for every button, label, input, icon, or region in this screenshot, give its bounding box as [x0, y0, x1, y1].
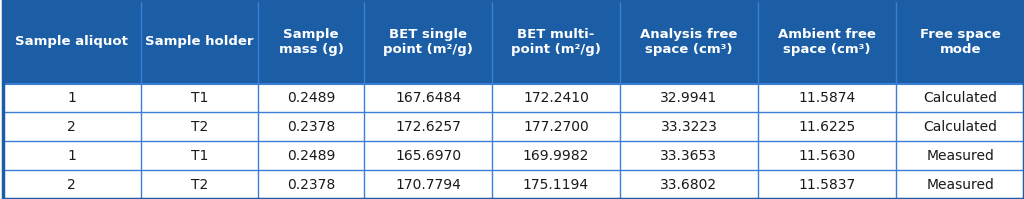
Text: 32.9941: 32.9941 — [660, 91, 718, 105]
Text: T1: T1 — [190, 91, 208, 105]
Text: 11.5630: 11.5630 — [799, 149, 856, 163]
Bar — [3, 112, 1024, 141]
Text: Ambient free
space (cm³): Ambient free space (cm³) — [778, 28, 877, 56]
Text: BET single
point (m²/g): BET single point (m²/g) — [383, 28, 473, 56]
Text: 165.6970: 165.6970 — [395, 149, 461, 163]
Text: 0.2489: 0.2489 — [287, 91, 336, 105]
Text: 1: 1 — [68, 149, 77, 163]
Text: 172.2410: 172.2410 — [523, 91, 589, 105]
Text: Analysis free
space (cm³): Analysis free space (cm³) — [640, 28, 737, 56]
Text: 169.9982: 169.9982 — [522, 149, 589, 163]
Text: 33.3653: 33.3653 — [660, 149, 718, 163]
Text: Calculated: Calculated — [924, 91, 997, 105]
Bar — [3, 84, 1024, 112]
Text: 1: 1 — [68, 91, 77, 105]
Text: 170.7794: 170.7794 — [395, 178, 461, 192]
Text: 33.3223: 33.3223 — [660, 120, 718, 134]
Text: 172.6257: 172.6257 — [395, 120, 461, 134]
Text: T2: T2 — [190, 120, 208, 134]
Text: Measured: Measured — [927, 149, 994, 163]
Text: 175.1194: 175.1194 — [523, 178, 589, 192]
Text: Calculated: Calculated — [924, 120, 997, 134]
Text: 33.6802: 33.6802 — [660, 178, 718, 192]
Text: 0.2378: 0.2378 — [287, 120, 335, 134]
Text: BET multi-
point (m²/g): BET multi- point (m²/g) — [511, 28, 601, 56]
Text: 11.6225: 11.6225 — [799, 120, 856, 134]
Text: Sample holder: Sample holder — [145, 35, 254, 48]
Text: T2: T2 — [190, 178, 208, 192]
Bar — [3, 0, 1024, 84]
Text: Sample aliquot: Sample aliquot — [15, 35, 128, 48]
Text: 167.6484: 167.6484 — [395, 91, 461, 105]
Text: 2: 2 — [68, 178, 76, 192]
Text: 11.5874: 11.5874 — [799, 91, 856, 105]
Text: Measured: Measured — [927, 178, 994, 192]
Text: Sample
mass (g): Sample mass (g) — [279, 28, 344, 56]
Text: T1: T1 — [190, 149, 208, 163]
Text: 0.2489: 0.2489 — [287, 149, 336, 163]
Bar — [3, 141, 1024, 170]
Text: 2: 2 — [68, 120, 76, 134]
Text: 177.2700: 177.2700 — [523, 120, 589, 134]
Bar — [3, 170, 1024, 199]
Text: 0.2378: 0.2378 — [287, 178, 335, 192]
Text: 11.5837: 11.5837 — [799, 178, 856, 192]
Text: Free space
mode: Free space mode — [920, 28, 1000, 56]
